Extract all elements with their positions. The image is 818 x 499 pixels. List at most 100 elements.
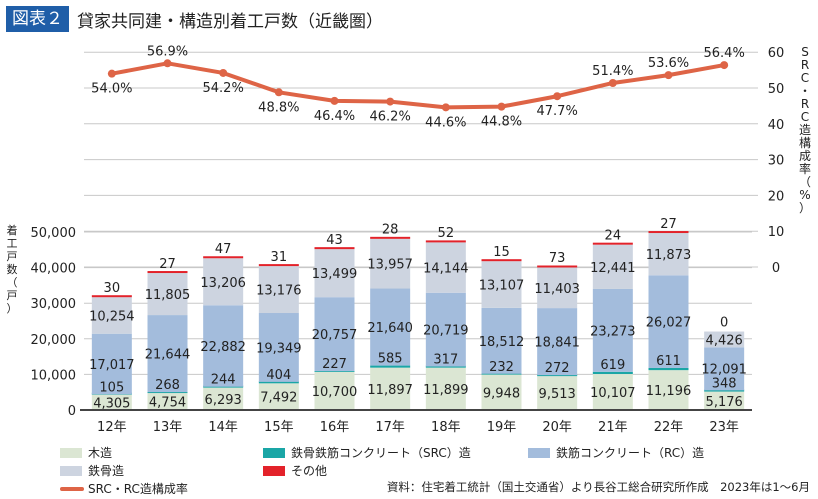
left-axis-label-char: （ <box>7 276 18 289</box>
data-label-rc: 22,882 <box>200 340 246 355</box>
chart-title: 貸家共同建・構造別着工戸数（近畿圏） <box>77 11 383 32</box>
right-axis-tick-label: 60 <box>768 46 785 61</box>
data-label-other: 30 <box>104 281 121 296</box>
line-point <box>664 71 673 80</box>
x-axis-tick-label: 20年 <box>542 420 572 435</box>
left-axis-tick-label: 0 <box>68 404 76 419</box>
legend-swatch-steel <box>60 465 82 476</box>
legend-item-rc: 鉄筋コンクリート（RC）造 <box>528 444 704 461</box>
data-label-wood: 4,754 <box>149 396 186 411</box>
line-point <box>219 68 228 77</box>
data-label-wood: 11,899 <box>423 383 469 398</box>
line-data-label: 48.8% <box>258 100 299 115</box>
data-label-steel: 13,176 <box>256 284 302 299</box>
data-label-src: 268 <box>155 378 180 393</box>
bar-segment-wood <box>592 374 633 410</box>
x-axis-tick-label: 23年 <box>709 420 739 435</box>
legend-item-line: SRC・RC造構成率 <box>60 480 188 497</box>
data-label-src: 619 <box>600 358 625 373</box>
bar-segment-other <box>258 264 299 267</box>
x-axis-tick-label: 14年 <box>208 420 238 435</box>
bar-segment-wood <box>425 367 466 410</box>
data-label-rc: 21,644 <box>145 348 191 363</box>
x-axis-tick-label: 12年 <box>97 420 127 435</box>
data-label-steel: 14,144 <box>423 262 469 277</box>
data-label-other: 52 <box>438 226 455 241</box>
data-label-steel: 10,254 <box>89 309 135 324</box>
line-data-label: 54.2% <box>203 81 244 96</box>
data-label-steel: 13,206 <box>200 276 246 291</box>
bar-segment-steel <box>370 238 411 289</box>
data-label-other: 28 <box>382 223 399 238</box>
bar-segment-steel <box>648 233 689 276</box>
data-label-other: 27 <box>159 257 176 272</box>
data-label-wood: 10,700 <box>312 385 358 400</box>
bar-segment-rc <box>704 347 745 391</box>
legend-swatch-line <box>60 486 84 491</box>
bar-segment-other <box>425 240 466 243</box>
data-label-wood: 5,176 <box>706 395 743 410</box>
data-label-other: 31 <box>271 250 288 265</box>
data-label-rc: 12,091 <box>701 362 747 377</box>
data-label-steel: 13,107 <box>479 279 525 294</box>
bar-segment-steel <box>481 261 522 308</box>
bar-segment-other <box>592 242 633 245</box>
right-axis-label-char: ・ <box>799 84 811 98</box>
data-label-rc: 20,757 <box>312 328 358 343</box>
bar-segment-src <box>425 365 466 368</box>
bar-segment-steel <box>147 273 188 316</box>
data-label-wood: 7,492 <box>260 391 297 406</box>
figure-badge: 図表２ <box>6 6 69 32</box>
bar-segment-rc <box>258 313 299 382</box>
left-axis-tick-label: 30,000 <box>31 297 77 312</box>
x-axis-tick-label: 18年 <box>431 420 461 435</box>
right-axis-tick-label: 40 <box>768 118 785 133</box>
left-axis-label-char: 戸 <box>7 250 18 263</box>
bar-segment-wood <box>537 376 578 410</box>
x-axis-tick-label: 17年 <box>375 420 405 435</box>
source-note: 資料：住宅着工統計（国土交通省）より長谷工総合研究所作成 2023年は1～6月 <box>386 480 810 494</box>
data-label-other: 27 <box>660 217 677 232</box>
right-axis-label-char: R <box>801 58 809 72</box>
data-label-src: 244 <box>211 373 236 388</box>
line-point <box>497 102 506 111</box>
right-axis-label-char: ） <box>799 201 811 215</box>
data-label-steel: 11,873 <box>646 248 692 263</box>
line-point <box>608 78 617 87</box>
line-point <box>386 97 395 106</box>
line-data-label: 51.4% <box>592 64 633 79</box>
x-axis-tick-label: 16年 <box>320 420 350 435</box>
bar-segment-other <box>537 265 578 268</box>
data-label-src: 227 <box>322 357 347 372</box>
data-label-rc: 20,719 <box>423 324 469 339</box>
right-axis-tick-label: 0 <box>772 261 780 276</box>
bar-segment-src <box>704 389 745 392</box>
bar-segment-rc <box>537 308 578 376</box>
right-axis-tick-label: 10 <box>768 225 785 240</box>
bar-segment-steel <box>537 267 578 309</box>
data-label-steel: 11,805 <box>145 288 191 303</box>
legend-item-other: その他 <box>263 462 327 479</box>
data-label-rc: 17,017 <box>89 358 135 373</box>
data-label-rc: 19,349 <box>256 341 302 356</box>
bar-segment-steel <box>425 242 466 293</box>
legend-label-other: その他 <box>291 464 328 478</box>
data-label-rc: 23,273 <box>590 324 636 339</box>
line-point <box>274 88 283 97</box>
data-label-other: 0 <box>720 316 728 331</box>
data-label-steel: 11,403 <box>534 282 580 297</box>
left-axis-label-char: 数 <box>7 263 18 276</box>
line-data-label: 54.0% <box>91 82 132 97</box>
data-label-wood: 9,513 <box>539 387 576 402</box>
right-axis-label-char: % <box>799 188 810 202</box>
bar-segment-wood <box>481 374 522 410</box>
chart-title-bar: 図表２ 貸家共同建・構造別着工戸数（近畿圏） <box>6 6 383 32</box>
x-axis-tick-label: 13年 <box>153 420 183 435</box>
data-label-steel: 4,426 <box>706 334 743 349</box>
line-point <box>330 96 339 105</box>
line-data-label: 44.6% <box>425 115 466 130</box>
data-label-steel: 13,499 <box>312 267 358 282</box>
data-label-wood: 6,293 <box>205 393 242 408</box>
bar-segment-wood <box>91 394 132 410</box>
